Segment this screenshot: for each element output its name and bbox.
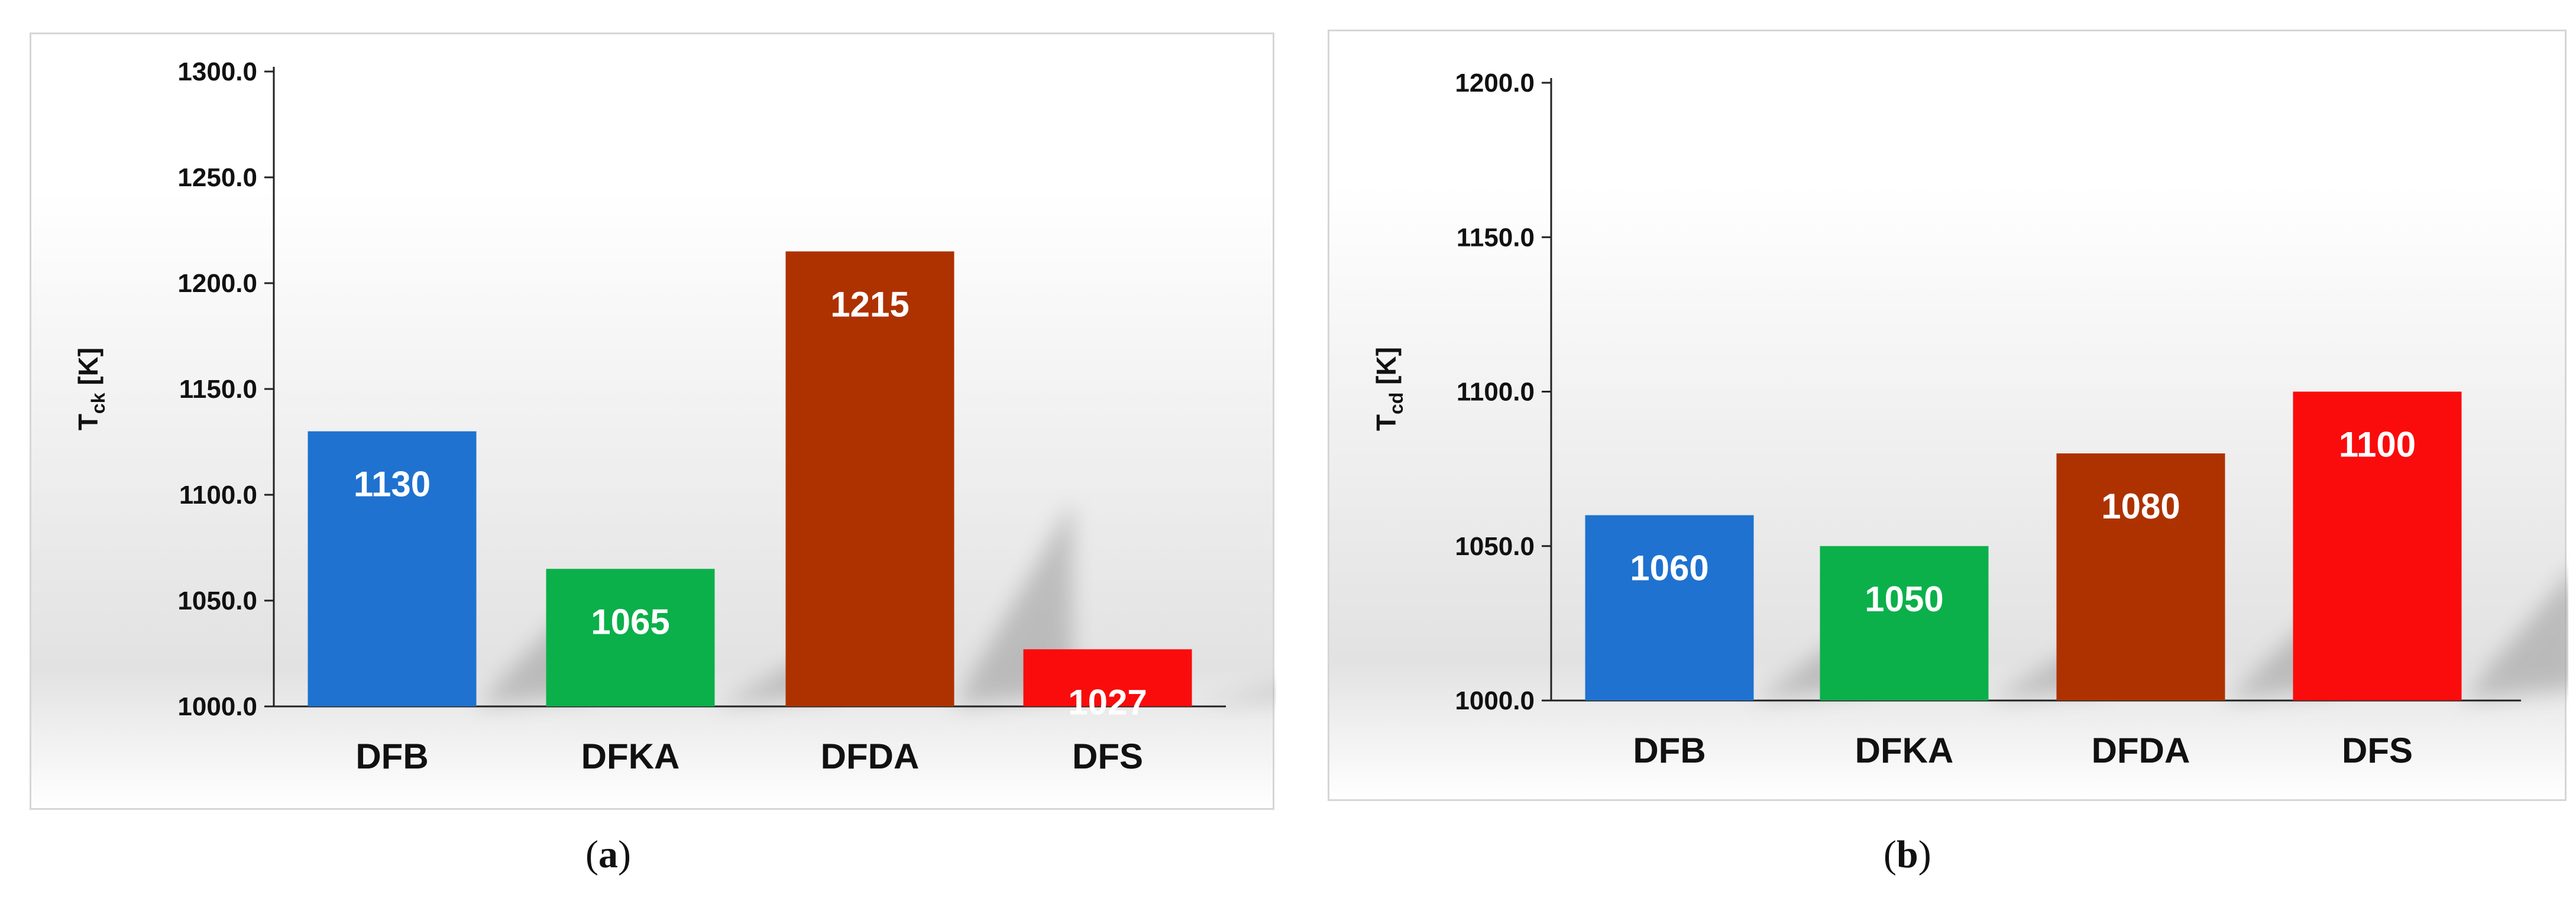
category-label-a-0: DFB (355, 737, 428, 776)
data-label-b-0: 1060 (1630, 549, 1708, 588)
chart-b-svg: 1000.0 1050.0 1100.0 1150.0 1200.0 1060 DFB 105… (1371, 69, 2568, 770)
y-tick-label-a-3: 1150.0 (179, 375, 257, 404)
data-label-a-0: 1130 (354, 465, 431, 504)
data-label-a-2: 1215 (830, 284, 909, 324)
y-tick-label-b-4: 1200.0 (1455, 69, 1535, 98)
chart-a-svg: 1000.0 1050.0 1100.0 1150.0 1200.0 1250.0 1300… (73, 57, 1276, 776)
y-tick-label-b-2: 1100.0 (1457, 378, 1535, 407)
bar-a-dfka (546, 569, 715, 706)
caption-b: (b) (1884, 833, 1931, 876)
category-label-b-3: DFS (2342, 731, 2413, 770)
bar-a-dfs (1023, 649, 1192, 706)
caption-a: (a) (585, 833, 631, 876)
y-axis-label-b: Tcd [K] (1371, 347, 1407, 431)
y-axis-label-main-a: T (73, 414, 103, 430)
y-tick-label-a-4: 1200.0 (177, 269, 257, 298)
data-label-a-3: 1027 (1068, 682, 1147, 722)
category-label-b-0: DFB (1633, 731, 1706, 770)
data-label-b-2: 1080 (2101, 487, 2180, 526)
y-axis-label-unit-b: [K] (1371, 347, 1402, 393)
bar-shadow-a-3 (1192, 688, 1276, 706)
y-tick-label-a-0: 1000.0 (177, 692, 257, 721)
y-tick-label-b-1: 1050.0 (1455, 532, 1535, 561)
y-axis-label-main-b: T (1371, 414, 1402, 431)
y-tick-label-a-2: 1100.0 (179, 481, 257, 510)
y-axis-label-sub-b: cd (1386, 393, 1407, 414)
data-label-b-1: 1050 (1865, 579, 1943, 619)
category-label-a-2: DFDA (821, 737, 920, 776)
bar-b-dfb (1585, 515, 1754, 701)
bar-b-dfka (1820, 546, 1989, 701)
y-axis-label-unit-a: [K] (73, 348, 103, 393)
bar-a-dfda (785, 251, 954, 706)
y-axis-label-sub-a: ck (88, 393, 109, 414)
y-tick-label-a-5: 1250.0 (177, 163, 257, 192)
y-axis-label-a: Tck [K] (73, 348, 109, 430)
data-label-a-1: 1065 (591, 602, 669, 641)
category-label-a-1: DFKA (581, 737, 680, 776)
bar-b-dfs (2293, 391, 2462, 701)
y-tick-label-b-3: 1150.0 (1457, 223, 1535, 252)
y-tick-label-a-6: 1300.0 (177, 57, 257, 86)
data-label-b-3: 1100 (2339, 425, 2416, 465)
category-label-b-2: DFDA (2092, 731, 2190, 770)
chart-panel-b: 1000.0 1050.0 1100.0 1150.0 1200.0 1060 DFB 105… (1328, 30, 2568, 801)
y-tick-label-a-1: 1050.0 (177, 586, 257, 615)
bar-shadow-b-3 (2461, 575, 2568, 701)
bar-b-dfda (2056, 453, 2225, 701)
bar-a-dfb (308, 431, 477, 706)
chart-panel-a: 1000.0 1050.0 1100.0 1150.0 1200.0 1250.0 1300… (30, 33, 1276, 810)
category-label-b-1: DFKA (1855, 731, 1954, 770)
category-label-a-3: DFS (1072, 737, 1143, 776)
y-tick-label-b-0: 1000.0 (1455, 686, 1535, 715)
